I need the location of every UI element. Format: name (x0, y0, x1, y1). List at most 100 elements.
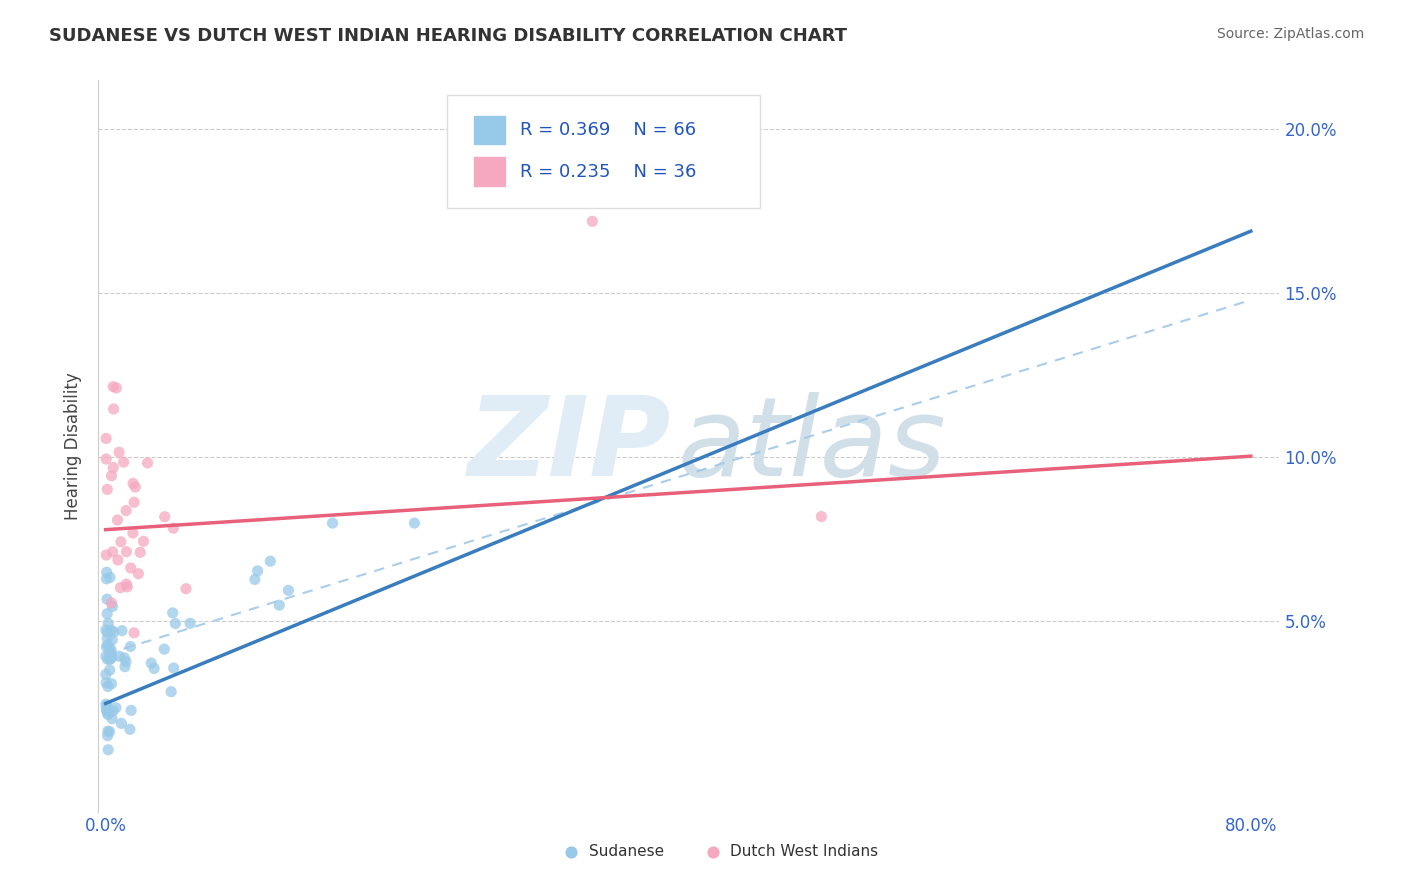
Point (112, 455, 135, 469)
Text: ZIP: ZIP (468, 392, 671, 500)
Y-axis label: Hearing Disability: Hearing Disability (65, 372, 83, 520)
Point (108, 445, 131, 459)
Point (103, 624, 125, 639)
Point (129, 545, 152, 559)
Point (96, 652, 118, 666)
Point (97, 616, 120, 631)
Point (97, 680, 120, 694)
Point (100, 468, 122, 483)
Point (114, 659, 136, 673)
Point (120, 561, 142, 575)
Point (143, 661, 166, 675)
Point (97, 706, 120, 720)
Point (115, 577, 138, 591)
Point (98, 663, 121, 677)
Point (107, 513, 129, 527)
Text: R = 0.369    N = 66: R = 0.369 N = 66 (520, 121, 696, 139)
Point (101, 545, 124, 559)
Point (94, 697, 117, 711)
Point (132, 534, 155, 549)
Text: R = 0.235    N = 36: R = 0.235 N = 36 (520, 162, 696, 181)
Point (110, 581, 132, 595)
Point (127, 566, 149, 581)
Point (179, 616, 201, 631)
Point (162, 606, 184, 620)
Point (94, 675, 117, 690)
Point (101, 650, 124, 665)
Point (104, 700, 127, 714)
Point (160, 684, 183, 698)
Point (100, 624, 122, 638)
Point (96, 640, 118, 654)
Point (100, 651, 122, 665)
Point (100, 647, 122, 661)
Point (277, 583, 299, 598)
Point (96, 632, 118, 646)
Point (136, 456, 159, 470)
Point (269, 598, 291, 612)
Point (103, 460, 125, 475)
Point (153, 642, 176, 657)
Point (118, 723, 141, 737)
Point (98, 570, 121, 584)
Point (122, 495, 145, 509)
Point (101, 712, 124, 726)
Point (107, 553, 129, 567)
Point (96, 483, 118, 497)
Point (94, 432, 117, 446)
Point (96, 452, 118, 467)
Point (110, 534, 132, 549)
Point (120, 703, 142, 717)
Point (96, 607, 118, 621)
Text: atlas: atlas (678, 392, 946, 500)
Point (115, 545, 138, 559)
Point (96, 572, 118, 586)
Point (100, 596, 122, 610)
Point (103, 379, 125, 393)
Point (115, 580, 138, 594)
Point (98, 640, 121, 655)
Point (122, 625, 145, 640)
Point (162, 521, 184, 535)
Point (96, 592, 118, 607)
Point (581, 214, 603, 228)
Point (124, 480, 146, 494)
Point (115, 655, 138, 669)
Text: SUDANESE VS DUTCH WEST INDIAN HEARING DISABILITY CORRELATION CHART: SUDANESE VS DUTCH WEST INDIAN HEARING DI… (49, 27, 848, 45)
Text: Dutch West Indians: Dutch West Indians (730, 845, 879, 860)
Point (96, 625, 118, 640)
Point (96, 698, 118, 713)
Point (100, 676, 122, 690)
Point (101, 704, 124, 718)
Point (108, 649, 131, 664)
Point (94, 623, 117, 637)
Point (111, 624, 134, 638)
Point (97, 729, 120, 743)
Point (96, 638, 118, 652)
Point (112, 651, 135, 665)
Point (96, 566, 118, 580)
Point (98, 652, 121, 666)
Point (243, 573, 266, 587)
Point (96, 548, 118, 562)
Point (96, 702, 118, 716)
FancyBboxPatch shape (472, 115, 506, 145)
Point (165, 616, 187, 631)
Point (153, 509, 176, 524)
Point (122, 476, 145, 491)
Point (163, 661, 186, 675)
Point (97, 724, 120, 739)
Point (122, 526, 145, 541)
Point (141, 656, 163, 670)
Point (101, 632, 124, 647)
Point (259, 554, 281, 568)
FancyBboxPatch shape (472, 156, 506, 187)
Point (94, 649, 117, 664)
Point (404, 516, 426, 530)
Text: Sudanese: Sudanese (589, 845, 664, 860)
FancyBboxPatch shape (447, 95, 759, 209)
Point (810, 509, 832, 524)
Point (120, 640, 142, 654)
Point (96, 704, 118, 718)
Point (97, 707, 120, 722)
